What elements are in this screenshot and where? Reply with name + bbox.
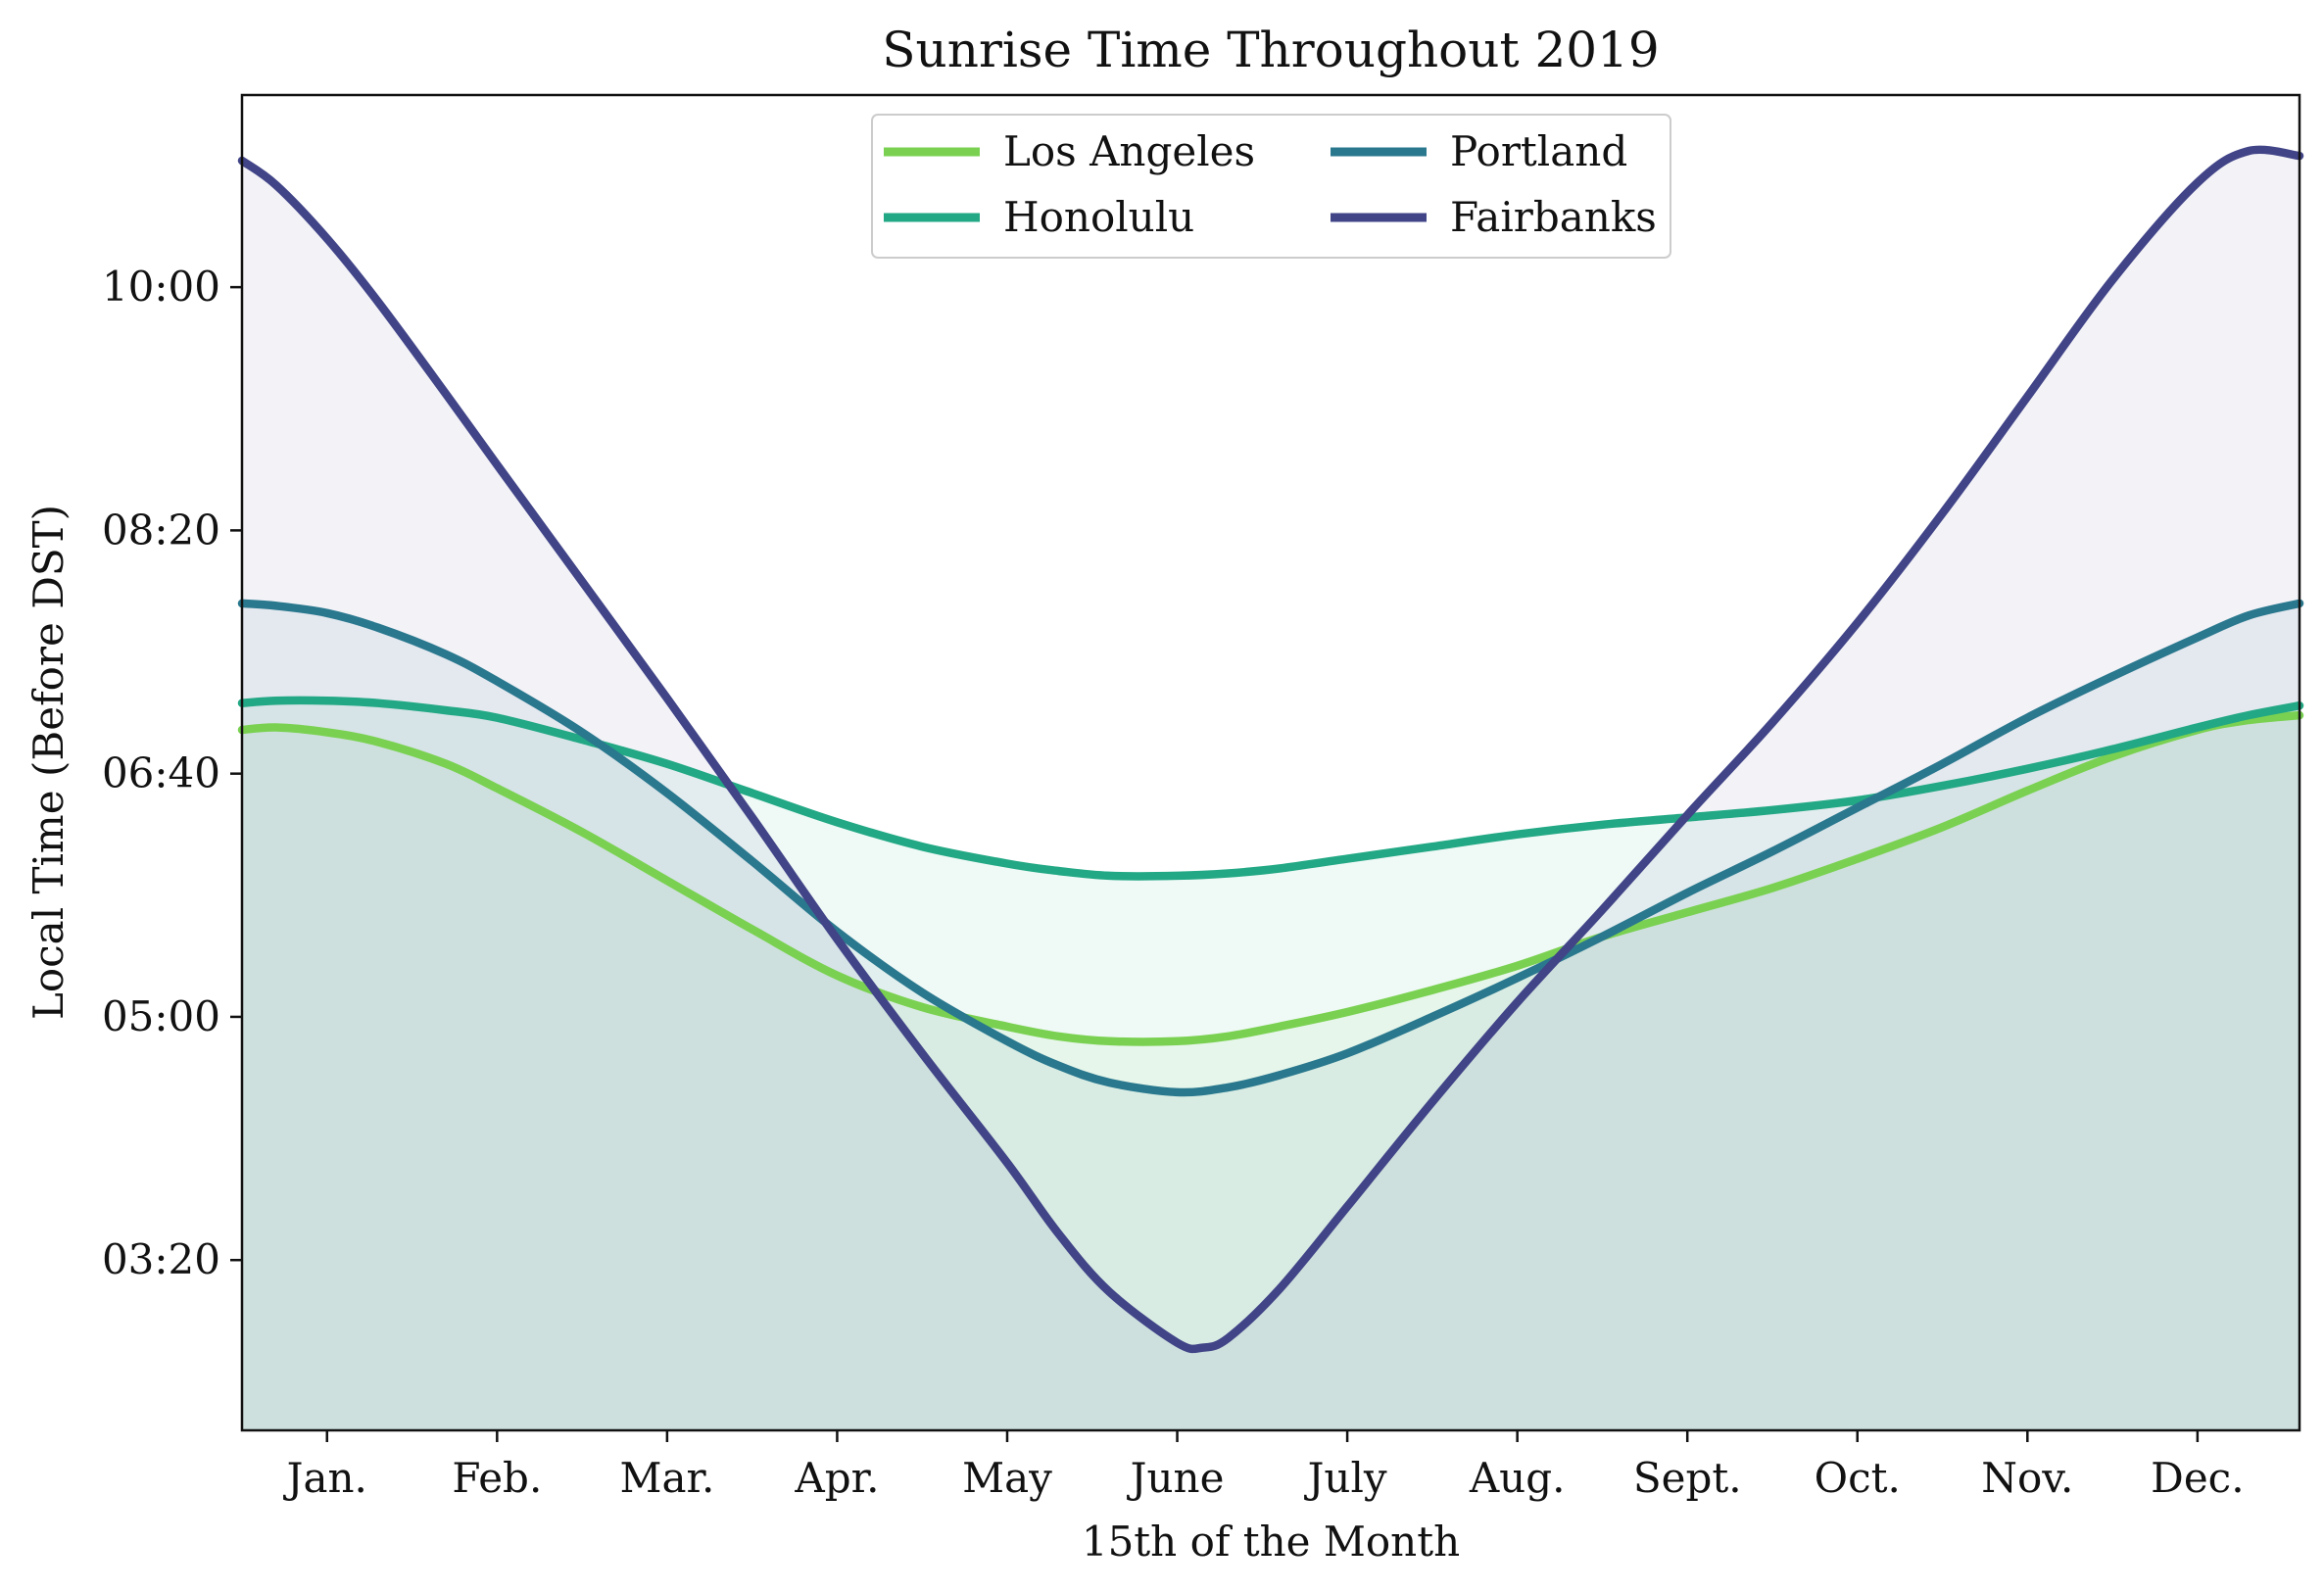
area-fairbanks — [242, 149, 2300, 1430]
y-axis-ticks: 03:20 05:00 06:40 08:20 10:00 — [102, 263, 242, 1283]
x-axis-label: 15th of the Month — [1082, 1518, 1460, 1566]
y-tick-label: 10:00 — [102, 263, 220, 311]
legend-entries: Los Angeles Honolulu Portland Fairbanks — [884, 127, 1657, 241]
x-tick-label: July — [1304, 1454, 1387, 1502]
area-fills — [242, 149, 2300, 1430]
series-lines — [237, 145, 2304, 1354]
x-tick-label: Mar. — [619, 1454, 714, 1502]
x-tick-label: Dec. — [2151, 1454, 2244, 1502]
plot-frame — [240, 93, 2301, 1432]
legend-label: Honolulu — [1003, 193, 1194, 241]
legend-label: Portland — [1450, 127, 1627, 175]
x-tick-label: Nov. — [1981, 1454, 2073, 1502]
x-tick-label: Sept. — [1633, 1454, 1742, 1502]
y-tick-label: 06:40 — [102, 749, 220, 797]
area-los-angeles — [242, 715, 2300, 1430]
x-tick-label: Feb. — [452, 1454, 542, 1502]
area-portland — [242, 603, 2300, 1430]
line-portland — [237, 599, 2304, 1097]
chart-title: Sunrise Time Throughout 2019 — [882, 22, 1659, 78]
legend-box — [871, 114, 1671, 259]
x-tick-label: May — [962, 1454, 1052, 1502]
x-axis-ticks: Jan. Feb. Mar. Apr. May June July Aug. Sept. Oct.… — [283, 1430, 2245, 1502]
y-tick-label: 05:00 — [102, 992, 220, 1040]
y-tick-label: 03:20 — [102, 1235, 220, 1283]
line-los-angeles — [237, 710, 2304, 1046]
legend-label: Los Angeles — [1003, 127, 1255, 175]
x-tick-label: Jan. — [283, 1454, 367, 1502]
legend: Los Angeles Honolulu Portland Fairbanks — [871, 114, 1671, 259]
line-honolulu — [237, 696, 2304, 881]
legend-label: Fairbanks — [1450, 193, 1657, 241]
line-fairbanks — [237, 145, 2304, 1354]
x-tick-label: Aug. — [1469, 1454, 1566, 1502]
x-tick-label: Apr. — [794, 1454, 879, 1502]
x-tick-label: Oct. — [1815, 1454, 1901, 1502]
y-tick-label: 08:20 — [102, 506, 220, 554]
x-tick-label: June — [1127, 1454, 1225, 1502]
y-axis-label: Local Time (Before DST) — [24, 505, 73, 1020]
